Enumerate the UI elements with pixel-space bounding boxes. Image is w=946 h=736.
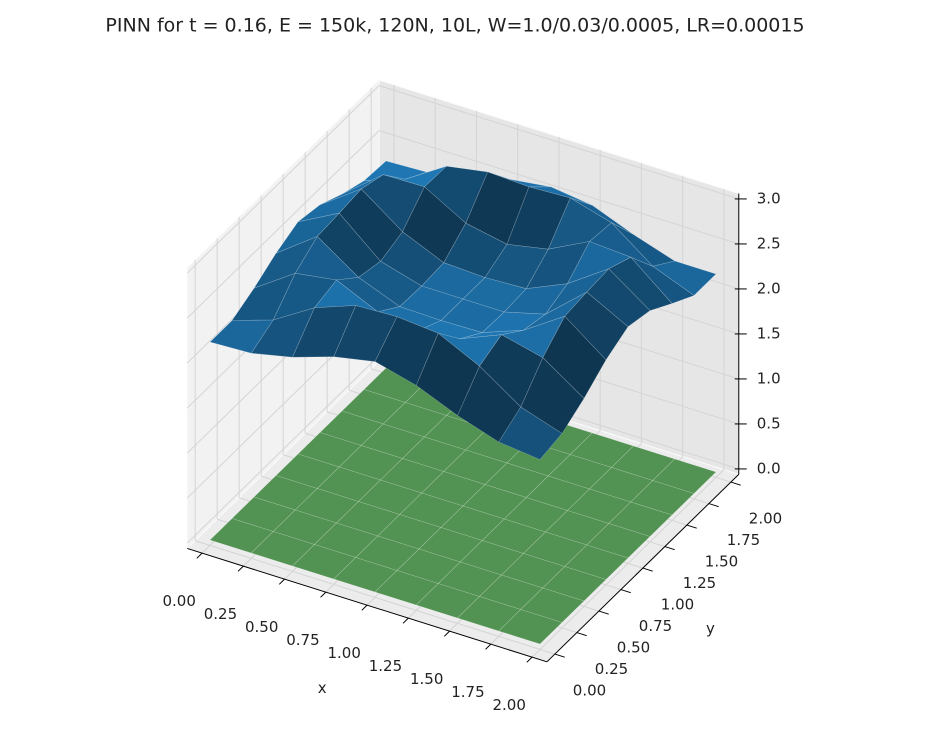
tick-mark bbox=[554, 653, 565, 658]
tick-mark bbox=[576, 632, 587, 637]
x-tick-label: 1.75 bbox=[451, 683, 484, 701]
tick-mark bbox=[237, 565, 244, 572]
x-tick-label: 0.00 bbox=[162, 592, 195, 610]
grid-line bbox=[186, 355, 380, 544]
x-tick-label: 1.25 bbox=[369, 657, 402, 675]
surface-patch bbox=[498, 609, 563, 645]
tick-mark bbox=[708, 503, 719, 508]
y-tick-label: 1.00 bbox=[661, 596, 694, 614]
tick-mark bbox=[598, 610, 609, 615]
tick-mark bbox=[485, 643, 492, 650]
y-tick-label: 1.50 bbox=[705, 553, 738, 571]
y-tick-label: 0.00 bbox=[573, 682, 606, 700]
x-tick-label: 0.25 bbox=[204, 605, 237, 623]
tick-mark bbox=[196, 552, 203, 559]
z-tick-label: 1.5 bbox=[757, 324, 781, 342]
y-axis-label: y bbox=[706, 620, 715, 638]
surface-patch bbox=[498, 406, 563, 460]
z-tick-label: 2.5 bbox=[757, 234, 781, 252]
grid-line bbox=[194, 540, 556, 655]
x-tick-label: 0.50 bbox=[245, 618, 278, 636]
tick-mark bbox=[361, 604, 368, 611]
z-tick-label: 0.5 bbox=[757, 414, 781, 432]
x-tick-label: 0.75 bbox=[286, 631, 319, 649]
y-tick-label: 1.75 bbox=[727, 531, 760, 549]
y-tick-label: 0.50 bbox=[617, 639, 650, 657]
tick-mark bbox=[664, 546, 675, 551]
y-tick-label: 0.25 bbox=[595, 660, 628, 678]
z-tick-label: 0.0 bbox=[757, 459, 781, 477]
y-tick-label: 2.00 bbox=[749, 510, 782, 528]
tick-mark bbox=[730, 481, 741, 486]
y-tick-label: 0.75 bbox=[639, 617, 672, 635]
grid-line bbox=[186, 130, 380, 319]
x-tick-label: 2.00 bbox=[492, 696, 525, 714]
y-tick-label: 1.25 bbox=[683, 574, 716, 592]
tick-mark bbox=[620, 589, 631, 594]
z-tick-label: 1.0 bbox=[757, 369, 781, 387]
tick-mark bbox=[526, 656, 533, 663]
tick-mark bbox=[642, 567, 653, 572]
grid-line bbox=[186, 85, 380, 274]
tick-mark bbox=[320, 591, 327, 598]
chart-title: PINN for t = 0.16, E = 150k, 120N, 10L, … bbox=[105, 15, 804, 37]
grid-line bbox=[378, 85, 739, 200]
surface-patch bbox=[652, 458, 717, 494]
axis-line bbox=[187, 547, 548, 663]
tick-mark bbox=[402, 617, 409, 624]
z-tick-label: 2.0 bbox=[757, 279, 781, 297]
tick-mark bbox=[278, 578, 285, 585]
x-axis-label: x bbox=[318, 679, 327, 697]
x-tick-label: 1.00 bbox=[327, 644, 360, 662]
x-tick-label: 1.50 bbox=[410, 670, 443, 688]
surface-patch bbox=[415, 332, 480, 416]
tick-mark bbox=[443, 630, 450, 637]
tick-mark bbox=[686, 524, 697, 529]
grid-line bbox=[378, 130, 739, 245]
z-tick-label: 3.0 bbox=[757, 189, 781, 207]
surface-patch bbox=[630, 480, 695, 516]
surface-patch bbox=[520, 357, 585, 434]
surface-patch bbox=[608, 256, 673, 311]
axis-line bbox=[546, 473, 740, 663]
